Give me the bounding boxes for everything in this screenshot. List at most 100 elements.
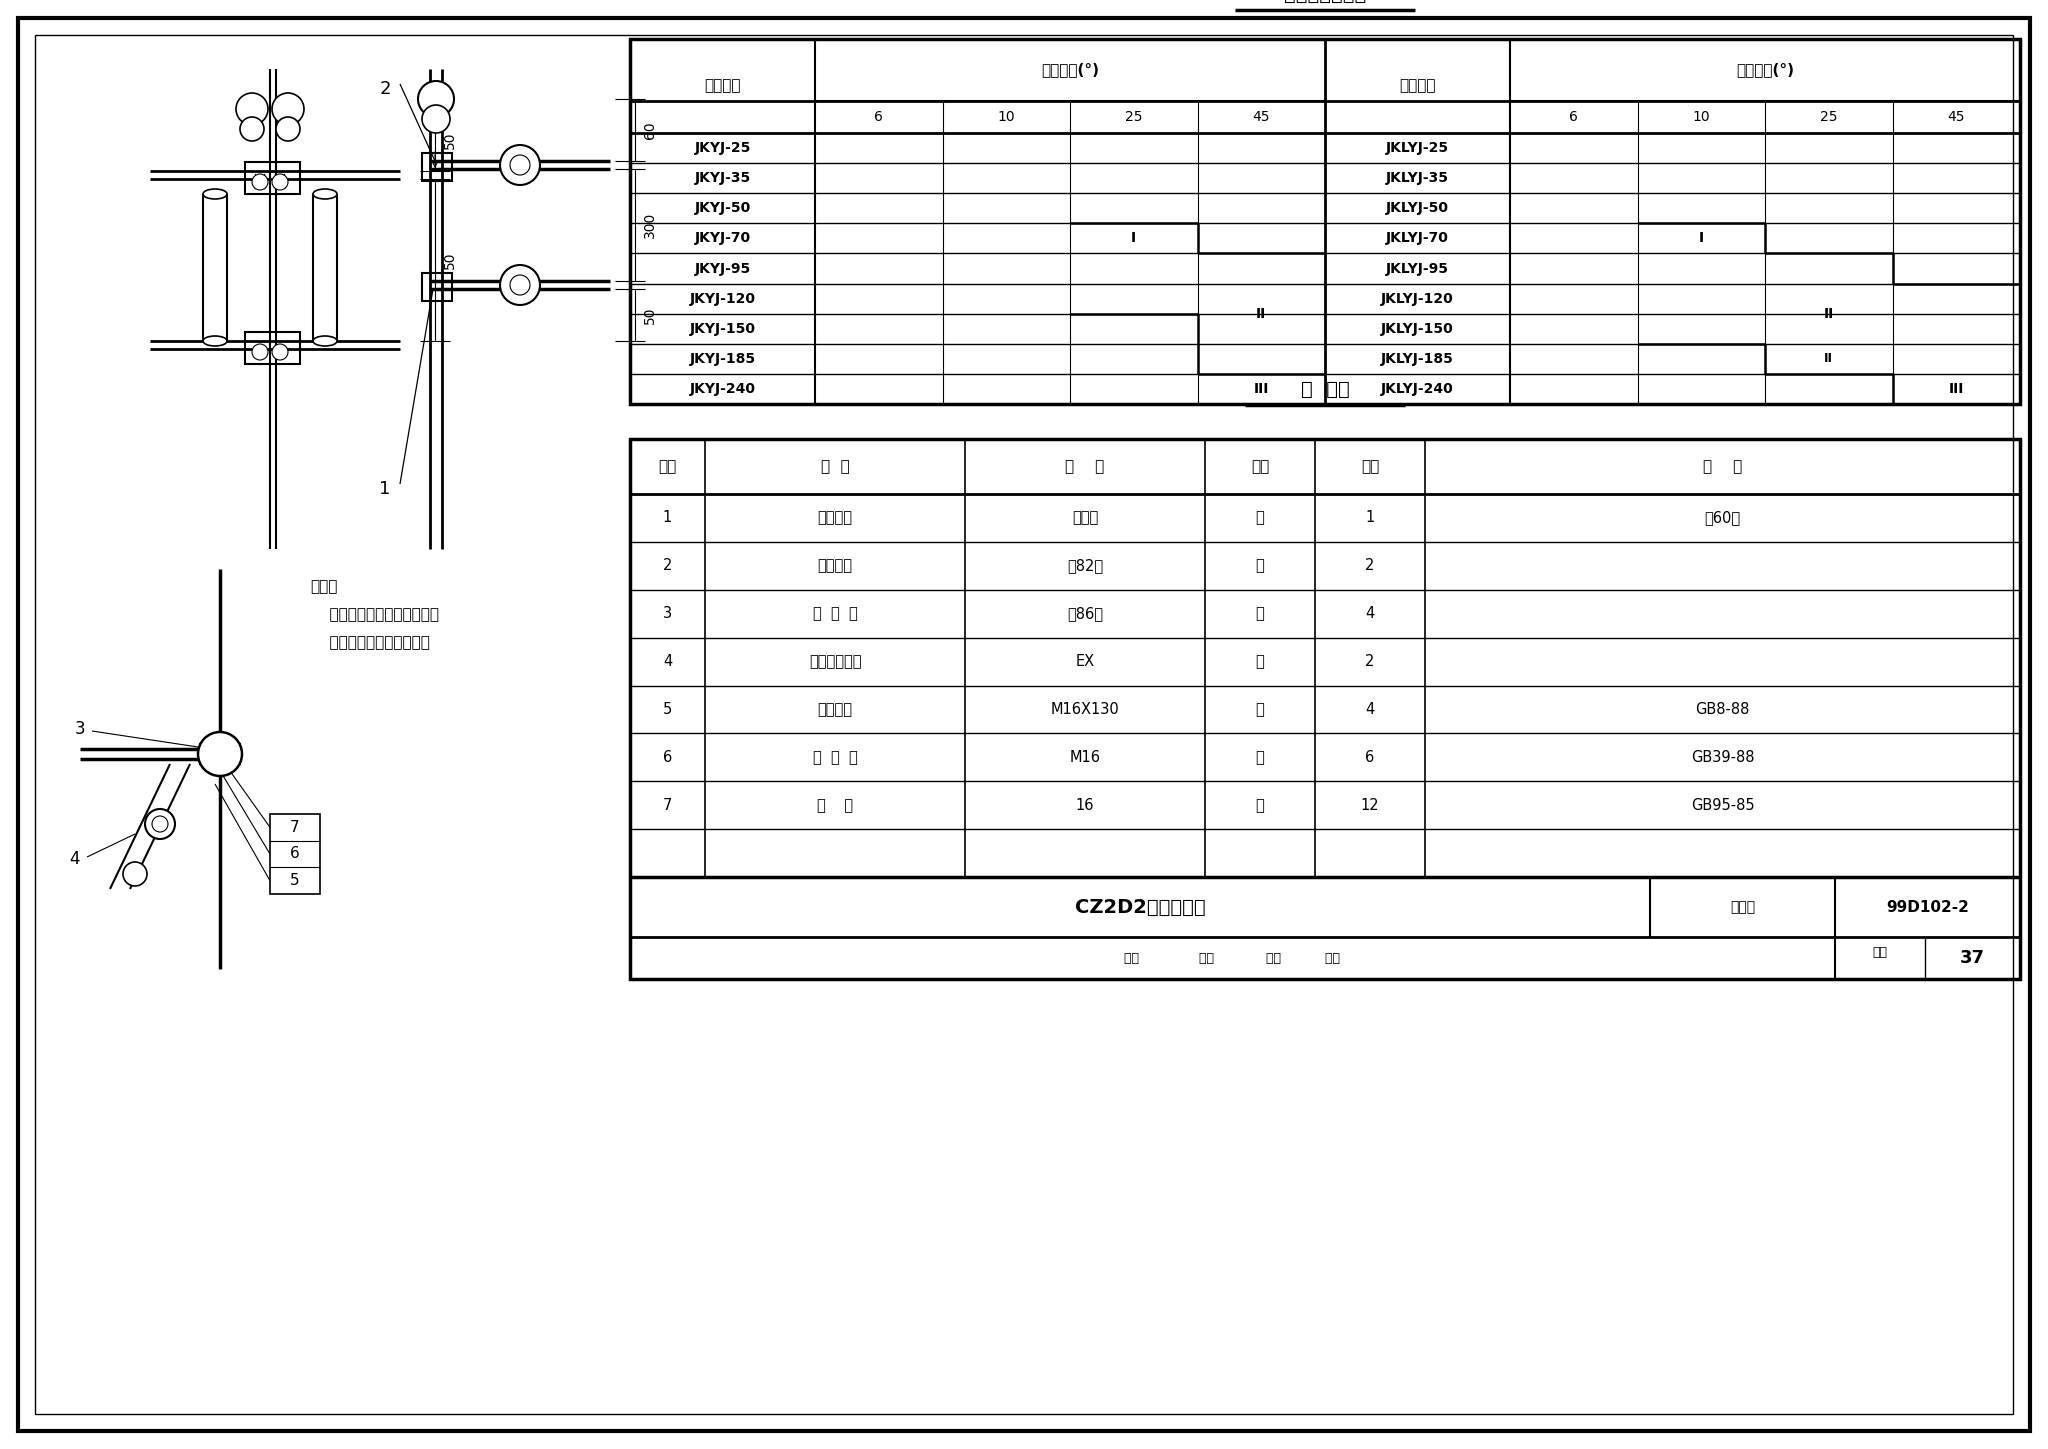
Text: 45: 45 [1253, 110, 1270, 125]
Text: 线轴式绝缘子: 线轴式绝缘子 [809, 653, 862, 669]
Text: GB8-88: GB8-88 [1696, 701, 1749, 717]
Text: 3: 3 [74, 720, 86, 738]
Text: 槽钢横担: 槽钢横担 [817, 510, 852, 526]
Bar [246, 332, 299, 364]
Text: 12: 12 [1360, 798, 1378, 813]
Text: 根: 根 [1255, 510, 1264, 526]
Bar [201, 743, 240, 764]
Text: 6: 6 [874, 110, 883, 125]
Circle shape [236, 93, 268, 125]
Text: 2: 2 [379, 80, 391, 99]
Text: 4: 4 [664, 653, 672, 669]
Text: 25: 25 [1821, 110, 1837, 125]
Text: 导线规格: 导线规格 [1399, 78, 1436, 94]
Text: 线路转角(°): 线路转角(°) [1040, 62, 1100, 77]
Circle shape [272, 93, 303, 125]
Text: GB39-88: GB39-88 [1692, 749, 1755, 765]
Circle shape [500, 145, 541, 185]
Text: 页号: 页号 [1872, 946, 1888, 959]
Text: JKLYJ-95: JKLYJ-95 [1386, 261, 1450, 275]
Text: 1: 1 [1366, 510, 1374, 526]
Text: 99D102-2: 99D102-2 [1886, 900, 1968, 914]
Text: 名  称: 名 称 [821, 459, 850, 474]
Text: 付: 付 [1255, 558, 1264, 574]
Text: 见86页: 见86页 [1067, 606, 1104, 622]
Text: 6: 6 [291, 846, 299, 862]
Text: EX: EX [1075, 653, 1094, 669]
Text: 10: 10 [1692, 110, 1710, 125]
Text: III: III [1253, 383, 1270, 396]
Text: JKYJ-25: JKYJ-25 [694, 141, 752, 155]
Text: 垫    圈: 垫 圈 [817, 798, 854, 813]
Bar [270, 814, 319, 894]
Text: 选择（一）或（二）型。: 选择（一）或（二）型。 [309, 635, 430, 651]
Text: 6: 6 [1569, 110, 1579, 125]
Text: 个: 个 [1255, 701, 1264, 717]
Text: JKLYJ-185: JKLYJ-185 [1380, 352, 1454, 365]
Circle shape [252, 343, 268, 359]
Text: 50: 50 [442, 132, 457, 149]
Ellipse shape [313, 188, 338, 199]
Circle shape [276, 117, 299, 141]
Text: 2: 2 [664, 558, 672, 574]
Text: JKYJ-185: JKYJ-185 [690, 352, 756, 365]
Text: 60: 60 [643, 122, 657, 139]
Text: 附    注: 附 注 [1702, 459, 1743, 474]
Bar [422, 272, 453, 301]
Text: M16X130: M16X130 [1051, 701, 1120, 717]
Circle shape [240, 117, 264, 141]
Text: 10: 10 [997, 110, 1016, 125]
Circle shape [145, 809, 174, 839]
Circle shape [272, 174, 289, 190]
Text: 50: 50 [643, 306, 657, 323]
Text: JKLYJ-240: JKLYJ-240 [1380, 383, 1454, 396]
Circle shape [422, 104, 451, 133]
Text: JKLYJ-120: JKLYJ-120 [1380, 291, 1454, 306]
Text: 1: 1 [379, 480, 391, 498]
Text: 7: 7 [291, 820, 299, 835]
Text: JKLYJ-50: JKLYJ-50 [1386, 201, 1450, 216]
Text: 25: 25 [1124, 110, 1143, 125]
Circle shape [152, 816, 168, 832]
Text: JKYJ-150: JKYJ-150 [690, 322, 756, 336]
Text: II: II [1823, 307, 1833, 320]
Bar [631, 439, 2019, 980]
Text: 2: 2 [1366, 653, 1374, 669]
Text: 37: 37 [1960, 949, 1985, 966]
Text: 方头螺栓: 方头螺栓 [817, 701, 852, 717]
Text: 铁拉板根据槽钢规格不同可: 铁拉板根据槽钢规格不同可 [309, 607, 438, 622]
Bar [246, 162, 299, 194]
Text: 6: 6 [664, 749, 672, 765]
Circle shape [510, 155, 530, 175]
Text: II: II [1255, 307, 1266, 320]
Text: 数量: 数量 [1360, 459, 1378, 474]
Ellipse shape [313, 336, 338, 346]
Text: 50: 50 [442, 251, 457, 268]
Text: 5: 5 [291, 874, 299, 888]
Text: 线路转角(°): 线路转角(°) [1737, 62, 1794, 77]
Text: 7: 7 [664, 798, 672, 813]
Text: 4: 4 [1366, 701, 1374, 717]
Text: II: II [1825, 352, 1833, 365]
Text: I: I [1130, 232, 1137, 245]
Circle shape [272, 343, 289, 359]
Text: 个: 个 [1255, 653, 1264, 669]
Text: 个: 个 [1255, 749, 1264, 765]
Text: GB95-85: GB95-85 [1692, 798, 1755, 813]
Text: 槽钢抱箍: 槽钢抱箍 [817, 558, 852, 574]
Text: 序号: 序号 [657, 459, 676, 474]
Text: 4: 4 [1366, 606, 1374, 622]
Text: 见上表: 见上表 [1071, 510, 1098, 526]
Text: JKYJ-50: JKYJ-50 [694, 201, 752, 216]
Text: 2: 2 [1366, 558, 1374, 574]
Text: CZ2D2横担组装图: CZ2D2横担组装图 [1075, 897, 1206, 917]
Text: JKYJ-95: JKYJ-95 [694, 261, 752, 275]
Text: 见60页: 见60页 [1704, 510, 1741, 526]
Circle shape [510, 275, 530, 296]
Text: M16: M16 [1069, 749, 1100, 765]
Circle shape [123, 862, 147, 885]
Bar [631, 39, 2019, 404]
Text: 6: 6 [1366, 749, 1374, 765]
Text: 见82页: 见82页 [1067, 558, 1104, 574]
Text: JKYJ-35: JKYJ-35 [694, 171, 752, 185]
